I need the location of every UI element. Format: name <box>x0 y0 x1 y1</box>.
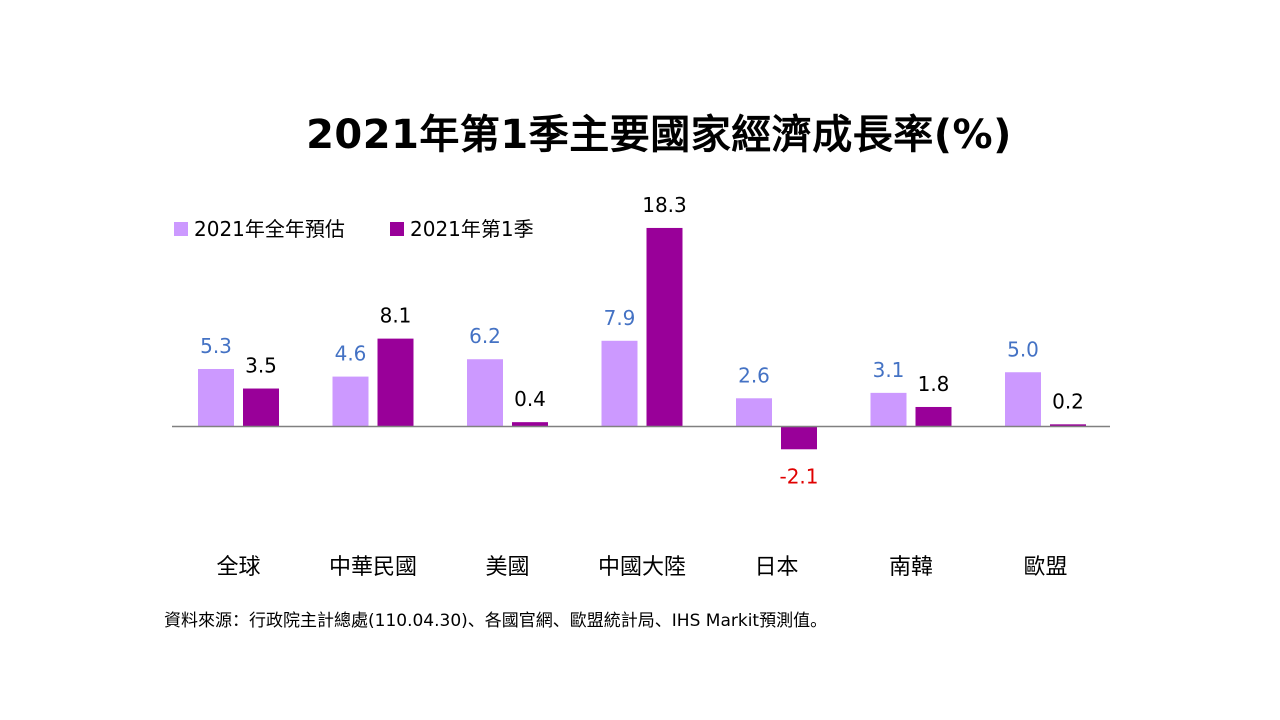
bar-annual-forecast-2 <box>467 359 503 427</box>
data-label-q1-2: 0.4 <box>514 387 546 411</box>
legend-swatch-q1 <box>390 222 404 236</box>
legend-label-q1: 2021年第1季 <box>410 217 534 241</box>
data-label-q1-3: 18.3 <box>642 193 687 217</box>
category-label-3: 中國大陸 <box>598 555 686 580</box>
bar-q1-4 <box>781 426 817 450</box>
category-label-4: 日本 <box>754 555 798 580</box>
bar-q1-5 <box>915 406 952 427</box>
bar-q1-1 <box>377 338 414 427</box>
bar-annual-forecast-4 <box>736 398 772 427</box>
bar-annual-forecast-1 <box>332 376 369 427</box>
data-label-q1-1: 8.1 <box>380 304 412 328</box>
bar-annual-forecast-0 <box>198 368 234 427</box>
data-label-annual-forecast-1: 4.6 <box>335 342 367 366</box>
data-label-q1-4: -2.1 <box>779 464 818 488</box>
data-labels-group: 5.3 3.5 4.6 8.1 6.2 0.4 7.9 18.3 2.6 -2.1 3.1 1.8 5.… <box>200 193 1084 488</box>
data-label-annual-forecast-3: 7.9 <box>604 306 636 330</box>
data-label-annual-forecast-0: 5.3 <box>200 334 232 358</box>
bar-annual-forecast-3 <box>601 340 638 427</box>
data-label-q1-5: 1.8 <box>918 372 950 396</box>
category-label-6: 歐盟 <box>1023 555 1067 580</box>
category-label-0: 全球 <box>216 555 260 580</box>
data-label-annual-forecast-2: 6.2 <box>469 324 501 348</box>
bar-q1-6 <box>1050 424 1086 427</box>
source-note: 資料來源：行政院主計總處(110.04.30)、各國官網、歐盟統計局、IHS M… <box>164 611 828 631</box>
legend-label-annual-forecast: 2021年全年預估 <box>194 217 345 241</box>
data-label-annual-forecast-5: 3.1 <box>873 358 905 382</box>
category-label-1: 中華民國 <box>329 555 417 580</box>
category-labels-group: 全球 中華民國 美國 中國大陸 日本 南韓 歐盟 <box>216 555 1067 580</box>
data-label-q1-0: 3.5 <box>245 354 277 378</box>
chart-title: 2021年第1季主要國家經濟成長率(%) <box>306 112 1012 158</box>
legend: 2021年全年預估 2021年第1季 <box>174 217 534 241</box>
bar-annual-forecast-6 <box>1005 372 1041 427</box>
bar-q1-0 <box>243 388 279 427</box>
data-label-annual-forecast-4: 2.6 <box>738 363 770 387</box>
data-label-q1-6: 0.2 <box>1052 389 1084 413</box>
bar-q1-2 <box>512 422 548 427</box>
category-label-5: 南韓 <box>889 555 933 580</box>
category-label-2: 美國 <box>485 555 529 580</box>
bar-q1-3 <box>646 227 683 427</box>
bar-annual-forecast-5 <box>870 392 907 427</box>
data-label-annual-forecast-6: 5.0 <box>1007 337 1039 361</box>
bars-group <box>198 227 1086 450</box>
legend-swatch-annual-forecast <box>174 222 188 236</box>
